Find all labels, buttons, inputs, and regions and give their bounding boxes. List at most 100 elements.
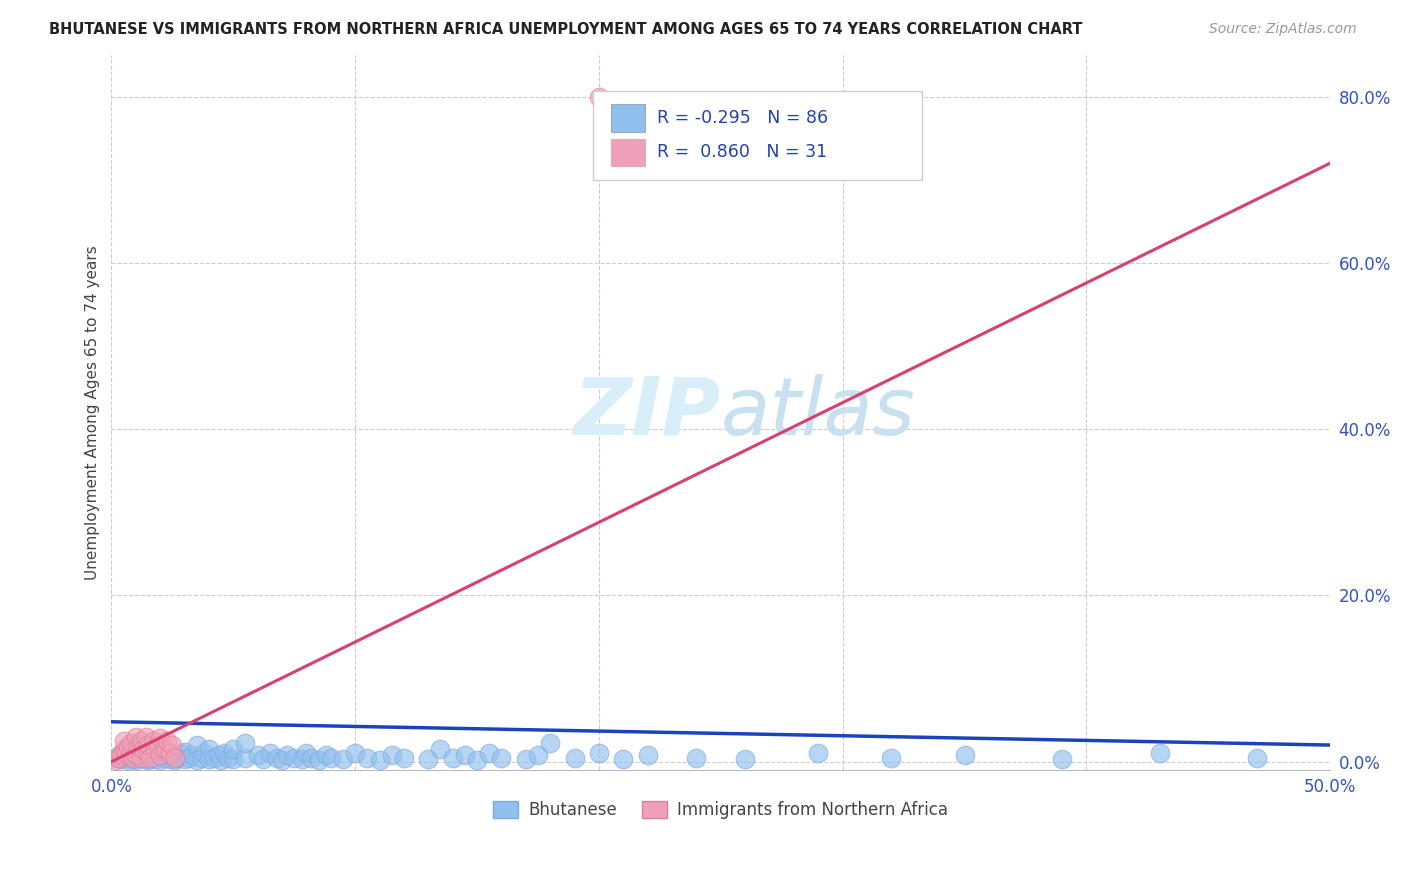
Point: [156, 734, 179, 748]
Point: [120, 749, 142, 764]
Point: [953, 747, 976, 762]
Bar: [612, 104, 645, 132]
Point: [110, 747, 132, 762]
Point: [588, 747, 610, 761]
Text: Source: ZipAtlas.com: Source: ZipAtlas.com: [1209, 22, 1357, 37]
Point: [153, 742, 176, 756]
Point: [295, 747, 318, 761]
Point: [132, 747, 155, 761]
Point: [235, 736, 257, 750]
Point: [163, 753, 186, 767]
Text: R = -0.295   N = 86: R = -0.295 N = 86: [658, 109, 828, 127]
Point: [186, 738, 208, 752]
Point: [515, 752, 537, 766]
Point: [222, 752, 245, 766]
Point: [612, 752, 634, 766]
Point: [153, 750, 176, 764]
Point: [368, 753, 391, 767]
Point: [105, 750, 128, 764]
Point: [266, 750, 288, 764]
Point: [441, 750, 464, 764]
Point: [392, 750, 415, 764]
Point: [454, 747, 477, 762]
Point: [315, 747, 337, 762]
Point: [142, 734, 165, 748]
Point: [142, 750, 165, 764]
Point: [418, 752, 440, 766]
Point: [259, 747, 281, 761]
Point: [149, 747, 172, 762]
Point: [222, 742, 245, 756]
Point: [465, 753, 488, 767]
Point: [588, 89, 610, 103]
Point: [117, 739, 139, 754]
Point: [173, 752, 195, 766]
Point: [149, 742, 172, 756]
Point: [156, 747, 179, 761]
Y-axis label: Unemployment Among Ages 65 to 74 years: Unemployment Among Ages 65 to 74 years: [86, 245, 100, 580]
Point: [115, 747, 138, 761]
Point: [166, 750, 188, 764]
Point: [159, 747, 181, 761]
Point: [107, 750, 129, 764]
Point: [283, 750, 305, 764]
Point: [136, 747, 159, 761]
Point: [212, 747, 235, 761]
Point: [127, 739, 149, 754]
Point: [112, 734, 135, 748]
Point: [252, 752, 274, 766]
Point: [135, 730, 157, 744]
Point: [117, 753, 139, 767]
Point: [276, 747, 298, 762]
Point: [637, 747, 659, 762]
Point: [271, 753, 294, 767]
Point: [146, 747, 169, 762]
Point: [332, 752, 354, 766]
Point: [139, 750, 162, 764]
Point: [129, 750, 152, 764]
Point: [122, 752, 145, 766]
Point: [208, 747, 231, 762]
Point: [186, 753, 208, 767]
Point: [429, 742, 451, 756]
Point: [136, 748, 159, 763]
Point: [120, 745, 142, 759]
Point: [319, 750, 342, 764]
Point: [149, 731, 172, 746]
FancyBboxPatch shape: [593, 91, 922, 180]
Text: ZIP: ZIP: [574, 374, 721, 451]
Point: [125, 730, 148, 744]
Point: [246, 747, 269, 762]
Point: [129, 734, 152, 748]
Point: [143, 742, 166, 756]
Point: [202, 750, 225, 764]
Text: BHUTANESE VS IMMIGRANTS FROM NORTHERN AFRICA UNEMPLOYMENT AMONG AGES 65 TO 74 YE: BHUTANESE VS IMMIGRANTS FROM NORTHERN AF…: [49, 22, 1083, 37]
Point: [190, 750, 212, 764]
Point: [290, 752, 312, 766]
Point: [193, 747, 215, 761]
Point: [564, 750, 586, 764]
Point: [478, 747, 501, 761]
Point: [169, 747, 191, 761]
Point: [163, 750, 186, 764]
Point: [120, 736, 142, 750]
Point: [217, 750, 239, 764]
Point: [159, 752, 181, 766]
Point: [198, 752, 221, 766]
Point: [880, 750, 903, 764]
Point: [179, 750, 201, 764]
Point: [209, 753, 232, 767]
Point: [734, 752, 756, 766]
Point: [344, 747, 367, 761]
Point: [143, 752, 166, 766]
Point: [112, 742, 135, 756]
Legend: Bhutanese, Immigrants from Northern Africa: Bhutanese, Immigrants from Northern Afri…: [486, 795, 955, 826]
Point: [1149, 747, 1171, 761]
Point: [299, 750, 322, 764]
Point: [139, 745, 162, 759]
Point: [381, 747, 404, 762]
Bar: [612, 139, 645, 166]
Point: [136, 738, 159, 752]
Point: [125, 747, 148, 762]
Point: [235, 750, 257, 764]
